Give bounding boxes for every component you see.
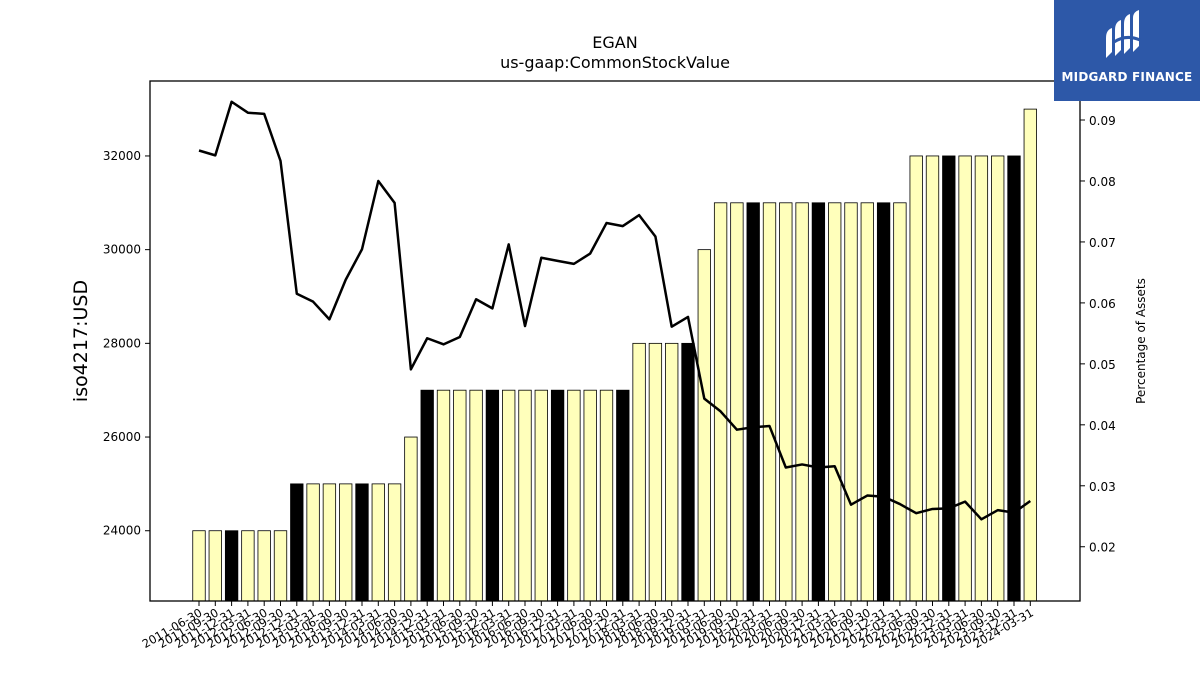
bar-2016-09-30 — [534, 389, 548, 602]
bar-2018-12-31 — [681, 342, 695, 602]
line-group — [198, 100, 1032, 521]
y-tick-label: 26000 — [103, 430, 141, 444]
bar-2015-06-30 — [453, 389, 467, 602]
y2-tick-label: 0.06 — [1089, 297, 1116, 311]
bar-2013-06-30 — [322, 483, 337, 602]
bar-2021-06-30 — [844, 202, 858, 602]
y2-axis-label: Percentage of Assets — [1134, 278, 1148, 404]
bar-2020-06-30 — [779, 202, 793, 602]
bar-2011-12-31 — [224, 530, 239, 602]
y-axis-label: iso4217:USD — [70, 280, 92, 402]
y2-tick-label: 0.02 — [1089, 541, 1116, 555]
bar-2013-03-31 — [306, 483, 320, 602]
bar-2015-03-31 — [436, 389, 451, 602]
bar-2017-12-31 — [616, 389, 630, 602]
y-tick-label: 32000 — [103, 149, 141, 163]
bar-2016-03-31 — [502, 389, 516, 602]
y-tick-label: 28000 — [103, 336, 141, 350]
bar-2019-09-30 — [730, 202, 744, 602]
bar-2015-12-31 — [485, 389, 500, 602]
bar-2017-09-30 — [599, 389, 614, 602]
bar-2024-03-31 — [1023, 108, 1037, 602]
y2-tick-label: 0.09 — [1089, 114, 1116, 128]
bar-2013-12-31 — [355, 483, 369, 602]
y2-tick-label: 0.04 — [1089, 419, 1116, 433]
bar-2018-09-30 — [665, 342, 679, 602]
bar-2017-06-30 — [583, 389, 597, 602]
bar-2012-12-31 — [290, 483, 304, 602]
bar-2023-12-31 — [1007, 155, 1021, 602]
bar-2014-03-31 — [371, 483, 385, 602]
y2-tick-label: 0.03 — [1089, 480, 1116, 494]
bar-2015-09-30 — [469, 389, 483, 602]
bar-2020-03-31 — [762, 202, 777, 602]
bar-2014-09-30 — [404, 436, 418, 602]
percentage-line — [198, 100, 1032, 521]
y2-tick-label: 0.07 — [1089, 236, 1116, 250]
bar-2018-06-30 — [648, 342, 663, 602]
bar-2023-03-31 — [958, 155, 972, 602]
bar-2023-09-30 — [991, 155, 1005, 602]
axes-group: 24000 26000 28000 30000 32000 0.02 0.03 0.04 0.0… — [103, 80, 1116, 651]
bar-2018-03-31 — [632, 342, 646, 602]
bar-2022-09-30 — [925, 155, 940, 602]
bar-2016-06-30 — [518, 389, 532, 602]
bar-2021-09-30 — [860, 202, 874, 602]
plot-frame — [149, 80, 1081, 602]
chart-title: EGAN — [592, 33, 637, 52]
y2-tick-label: 0.05 — [1089, 358, 1116, 372]
chart-subtitle: us-gaap:CommonStockValue — [500, 53, 730, 72]
bar-2012-06-30 — [257, 530, 271, 602]
bar-2012-03-31 — [241, 530, 255, 602]
bar-2022-06-30 — [909, 155, 923, 602]
logo-text: MIDGARD FINANCE — [1061, 70, 1193, 84]
bar-2016-12-31 — [550, 389, 565, 602]
bar-2021-03-31 — [828, 202, 842, 602]
bar-2021-12-31 — [876, 202, 891, 602]
bar-2013-09-30 — [339, 483, 353, 602]
y-tick-label: 30000 — [103, 243, 141, 257]
bar-2023-06-30 — [974, 155, 989, 602]
bar-2011-06-30 — [192, 530, 206, 602]
bar-2011-09-30 — [208, 530, 222, 602]
bar-2022-12-31 — [942, 155, 956, 602]
y2-tick-label: 0.08 — [1089, 175, 1116, 189]
bars-group — [192, 108, 1037, 602]
bar-2019-06-30 — [713, 202, 728, 602]
y-tick-label: 24000 — [103, 524, 141, 538]
bar-2020-12-31 — [811, 202, 826, 602]
bar-2014-12-31 — [420, 389, 434, 602]
midgard-logo-icon — [1106, 10, 1141, 58]
bar-2022-03-31 — [893, 202, 907, 602]
bar-2020-09-30 — [795, 202, 809, 602]
bar-2019-03-31 — [697, 249, 711, 602]
midgard-finance-logo: MIDGARD FINANCE — [1054, 0, 1200, 101]
bar-2017-03-31 — [567, 389, 581, 602]
bar-2012-09-30 — [273, 530, 288, 602]
bar-2014-06-30 — [387, 483, 402, 602]
bar-2019-12-31 — [746, 202, 760, 602]
